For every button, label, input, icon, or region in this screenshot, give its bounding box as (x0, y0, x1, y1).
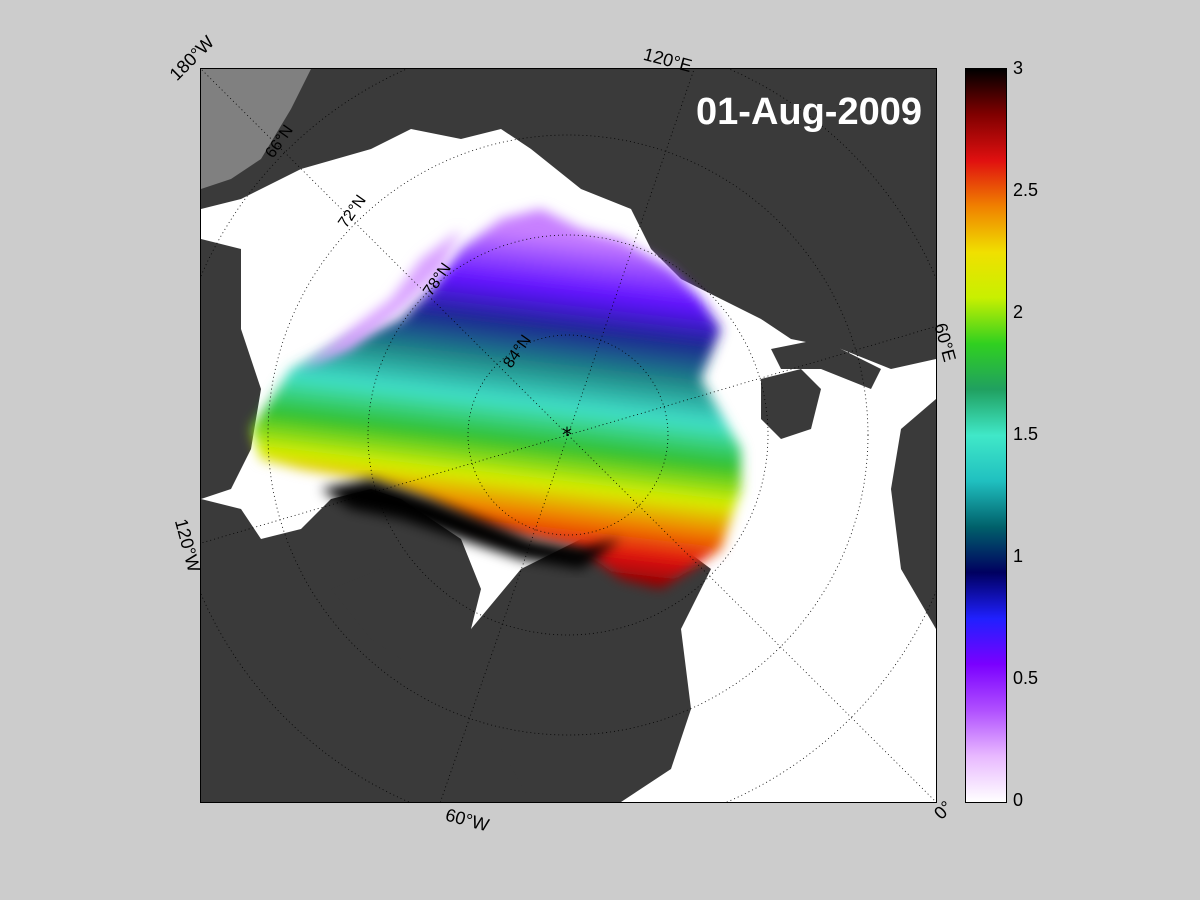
lat-label-72: 72°N (335, 192, 369, 231)
date-label: 01-Aug-2009 (696, 91, 922, 133)
meridian-6 (201, 434, 569, 544)
land-svalbard (761, 369, 821, 439)
graticule (201, 69, 936, 802)
ice-thin-fringe (301, 229, 461, 369)
colorbar-tick: 3 (1013, 58, 1024, 78)
colorbar-tick: 1 (1013, 546, 1024, 566)
lon-label-60w: 60°W (443, 804, 492, 836)
land-outer-grey (201, 69, 311, 189)
meridian-5 (567, 325, 936, 436)
colorbar-tick: 0.5 (1013, 668, 1039, 688)
land-novaya-zemlya (771, 339, 881, 389)
land-masses (201, 69, 936, 802)
land-scandinavia (891, 399, 936, 629)
ice-extent (251, 209, 741, 589)
sea-ice-map: * 66°N 72°N 78°N 84°N 01-Aug-2009 (200, 68, 937, 803)
meridian-4 (439, 434, 569, 802)
lat-circle-72 (267, 134, 869, 736)
land-alaska (201, 239, 261, 499)
land-archipelago (331, 569, 451, 659)
colorbar (965, 68, 1007, 803)
colorbar-tick: 0 (1013, 790, 1024, 810)
land-greenland (471, 539, 711, 802)
land-canada (201, 489, 531, 802)
lat-circle-78 (367, 234, 769, 636)
pole-marker: * (562, 423, 572, 447)
lat-circle-84 (467, 334, 669, 536)
land-siberia (201, 69, 936, 369)
colorbar-tick: 2.5 (1013, 180, 1039, 200)
meridian-3 (567, 69, 695, 436)
ice-thick-core (321, 479, 621, 569)
map-canvas: * 66°N 72°N 78°N 84°N (201, 69, 936, 802)
colorbar-tick: 2 (1013, 302, 1024, 322)
sea-ice-thickness (251, 209, 741, 589)
colorbar-tick: 1.5 (1013, 424, 1039, 444)
